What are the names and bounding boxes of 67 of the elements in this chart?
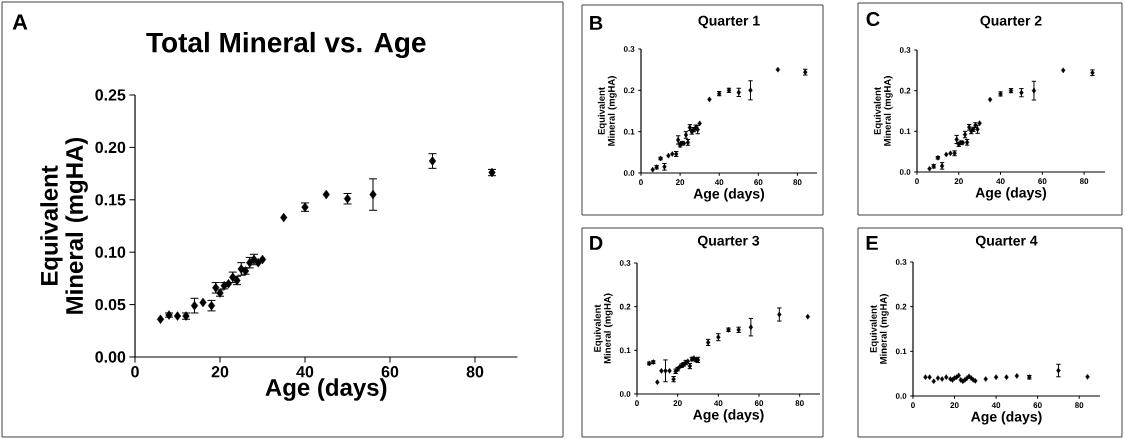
chart-title: Quarter 2 (980, 15, 1042, 29)
x-tick-label: 0 (635, 400, 639, 406)
y-tick-label: 0.0 (619, 391, 631, 397)
y-tick-label: 0.1 (619, 347, 631, 354)
y-tick-label: 0.2 (619, 303, 631, 310)
x-tick-label: 20 (954, 178, 963, 184)
y-tick-label: 0.1 (623, 128, 635, 135)
x-axis-title: Age (days) (971, 411, 1042, 425)
y-tick-label: 0.25 (95, 89, 126, 101)
y-tick-label: 0.3 (623, 46, 635, 52)
text: B (590, 16, 603, 30)
x-tick-label: 40 (991, 402, 1001, 408)
x-axis-title: Age (days) (975, 187, 1047, 201)
x-tick-label: 80 (1079, 178, 1089, 184)
x-tick-label: 40 (996, 178, 1005, 184)
text: D (590, 236, 603, 250)
y-axis-title: Equivalent Mineral (mgHA) (40, 137, 88, 314)
x-tick-label: 20 (211, 366, 229, 378)
y-tick-label: 0.2 (623, 87, 635, 94)
y-axis-title: Equivalent Mineral (mgHA) (593, 293, 613, 364)
text: E (866, 236, 878, 250)
y-tick-label: 0.2 (899, 87, 911, 94)
x-tick-label: 0 (131, 366, 139, 378)
y-tick-label: 0.0 (895, 393, 907, 399)
x-tick-label: 20 (673, 400, 682, 406)
x-axis-title: Age (days) (693, 188, 765, 202)
x-tick-label: 0 (911, 402, 915, 408)
y-axis-title: Equivalent Mineral (mgHA) (873, 76, 893, 146)
y-tick-label: 0.10 (95, 246, 126, 258)
y-tick-label: 0.2 (895, 303, 907, 310)
chart-title: Quarter 1 (698, 15, 760, 29)
chart-title: Quarter 3 (697, 235, 760, 249)
y-tick-label: 0.3 (899, 47, 911, 53)
x-tick-label: 0 (915, 178, 919, 184)
y-tick-label: 0.3 (895, 259, 907, 265)
x-tick-label: 40 (714, 400, 723, 406)
y-tick-label: 0.0 (623, 170, 635, 176)
x-axis-title: Age (days) (265, 378, 387, 401)
y-tick-label: 0.1 (895, 348, 907, 355)
chart-title: Total Mineral vs. Age (146, 31, 426, 59)
x-axis-title: Age (days) (693, 409, 764, 423)
text: A (12, 14, 28, 30)
y-tick-label: 0.20 (95, 141, 126, 154)
x-tick-label: 80 (466, 366, 484, 378)
y-tick-label: 0.00 (95, 351, 126, 363)
y-tick-label: 0.3 (619, 260, 631, 266)
y-axis-title: Equivalent Mineral (mgHA) (597, 76, 617, 146)
x-tick-label: 60 (1033, 402, 1042, 408)
x-tick-label: 40 (714, 179, 724, 185)
x-tick-label: 20 (950, 402, 959, 408)
x-tick-label: 60 (1038, 178, 1047, 184)
y-axis-title: Equivalent Mineral (mgHA) (869, 294, 889, 364)
y-tick-label: 0.1 (899, 128, 911, 135)
y-tick-label: 0.0 (899, 169, 911, 175)
x-tick-label: 20 (675, 179, 685, 185)
x-tick-label: 0 (639, 179, 643, 185)
x-tick-label: 80 (1075, 402, 1084, 408)
x-tick-label: 80 (793, 179, 802, 185)
x-tick-label: 60 (381, 366, 399, 378)
y-tick-label: 0.05 (95, 298, 126, 311)
x-tick-label: 40 (296, 366, 314, 378)
y-tick-label: 0.15 (95, 194, 126, 206)
x-tick-label: 60 (754, 179, 763, 185)
chart-title: Quarter 4 (975, 235, 1038, 249)
text: C (866, 11, 880, 27)
x-tick-label: 60 (754, 400, 764, 406)
x-tick-label: 80 (795, 400, 804, 406)
